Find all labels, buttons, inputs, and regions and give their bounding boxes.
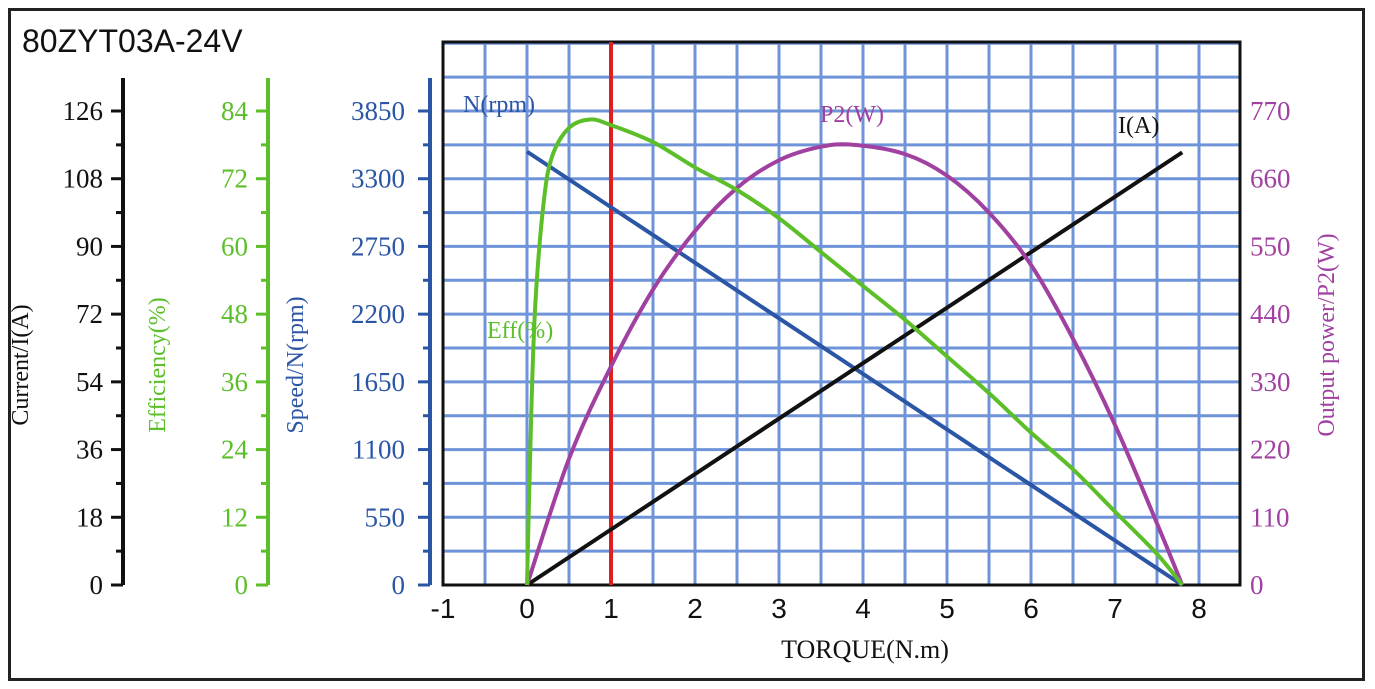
current-axis-label: Current/I(A)	[8, 304, 34, 425]
power-tick-label: 770	[1250, 96, 1291, 126]
speed-tick-label: 3300	[351, 164, 405, 194]
series-line-power	[525, 142, 1185, 586]
efficiency-tick-label: 48	[221, 299, 248, 329]
current-tick-label: 108	[63, 164, 104, 194]
plot-labels: N(rpm) P2(W) I(A) Eff(%) -1 0 1 2 3 4 5 6 7 8	[431, 92, 1207, 624]
current-tick-label: 18	[76, 502, 103, 532]
power-tick-label: 550	[1250, 231, 1291, 261]
x-tick-label: 6	[1023, 593, 1039, 624]
current-tick-label: 90	[76, 231, 103, 261]
curve-label-speed: N(rpm)	[463, 92, 535, 118]
x-tick-label: 7	[1107, 593, 1123, 624]
x-tick-label: 5	[939, 593, 955, 624]
current-tick-label: 0	[90, 570, 104, 600]
power-tick-label: 330	[1250, 367, 1291, 397]
x-tick-label: 4	[855, 593, 871, 624]
plot-axes: 0 18 36 54 72 90 108 126 Current/I(A) 0 12 24 36 48 60…	[8, 78, 1340, 600]
speed-tick-label: 1100	[352, 435, 405, 465]
efficiency-tick-label: 12	[221, 502, 248, 532]
power-axis-label: Output power/P2(W)	[1314, 233, 1340, 436]
current-tick-label: 126	[63, 96, 104, 126]
curve-label-power: P2(W)	[820, 102, 884, 128]
plot-border	[441, 40, 1242, 587]
speed-tick-label: 2750	[351, 231, 405, 261]
power-tick-label: 440	[1250, 299, 1291, 329]
series-line-current	[525, 150, 1184, 587]
efficiency-tick-label: 24	[221, 435, 249, 465]
efficiency-tick-label: 36	[221, 367, 248, 397]
speed-tick-label: 1650	[351, 367, 405, 397]
efficiency-axis-label: Efficiency(%)	[145, 297, 171, 432]
efficiency-tick-label: 0	[235, 570, 249, 600]
plot-curves	[525, 117, 1185, 587]
speed-axis-label: Speed/N(rpm)	[283, 296, 309, 433]
x-tick-label: -1	[431, 593, 456, 624]
x-tick-label: 0	[519, 593, 535, 624]
x-tick-label: 2	[687, 593, 703, 624]
power-tick-label: 110	[1250, 502, 1290, 532]
x-tick-label: 3	[771, 593, 787, 624]
power-tick-label: 220	[1250, 435, 1291, 465]
speed-tick-label: 0	[392, 570, 406, 600]
efficiency-tick-label: 84	[221, 96, 249, 126]
current-tick-label: 72	[76, 299, 103, 329]
x-axis-label: TORQUE(N.m)	[781, 635, 949, 664]
chart-title: 80ZYT03A-24V	[22, 23, 243, 59]
power-tick-label: 0	[1250, 570, 1264, 600]
series-line-efficiency	[525, 117, 1184, 587]
current-tick-label: 54	[76, 367, 104, 397]
curve-label-current: I(A)	[1118, 113, 1159, 139]
speed-tick-label: 550	[365, 502, 406, 532]
plot-grid	[441, 40, 1242, 587]
power-tick-label: 660	[1250, 164, 1291, 194]
speed-tick-label: 2200	[351, 299, 405, 329]
x-tick-label: 1	[603, 593, 619, 624]
x-tick-label: 8	[1191, 593, 1207, 624]
curve-label-efficiency: Eff(%)	[487, 318, 553, 344]
current-tick-label: 36	[76, 435, 103, 465]
efficiency-tick-label: 60	[221, 231, 248, 261]
efficiency-tick-label: 72	[221, 164, 248, 194]
speed-tick-label: 3850	[351, 96, 405, 126]
